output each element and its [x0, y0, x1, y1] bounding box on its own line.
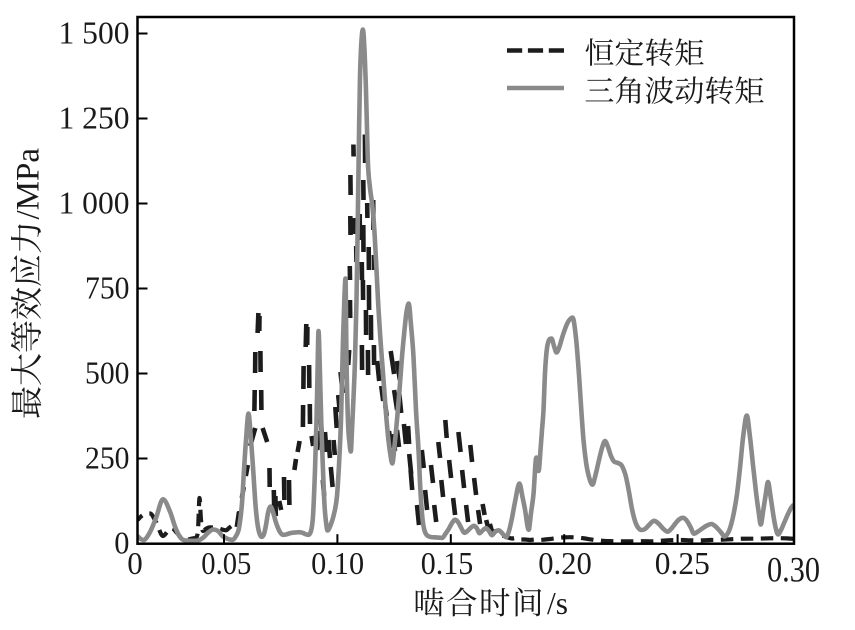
svg-text:0.15: 0.15	[421, 545, 474, 581]
svg-text:1 250: 1 250	[59, 100, 130, 135]
svg-text:/s: /s	[547, 586, 568, 621]
svg-text:0: 0	[114, 525, 129, 560]
svg-text:250: 250	[85, 440, 130, 475]
svg-text:0.05: 0.05	[201, 545, 251, 581]
svg-text:1 500: 1 500	[59, 15, 130, 50]
svg-text:0.30: 0.30	[767, 550, 820, 590]
svg-text:0.10: 0.10	[311, 545, 364, 581]
svg-text:0.25: 0.25	[655, 545, 710, 581]
svg-text:0: 0	[127, 545, 143, 581]
svg-text:500: 500	[85, 355, 130, 390]
svg-text:750: 750	[85, 270, 130, 305]
svg-text:1 000: 1 000	[59, 185, 130, 220]
svg-text:/MPa: /MPa	[11, 148, 47, 220]
svg-text:0.20: 0.20	[538, 545, 592, 581]
